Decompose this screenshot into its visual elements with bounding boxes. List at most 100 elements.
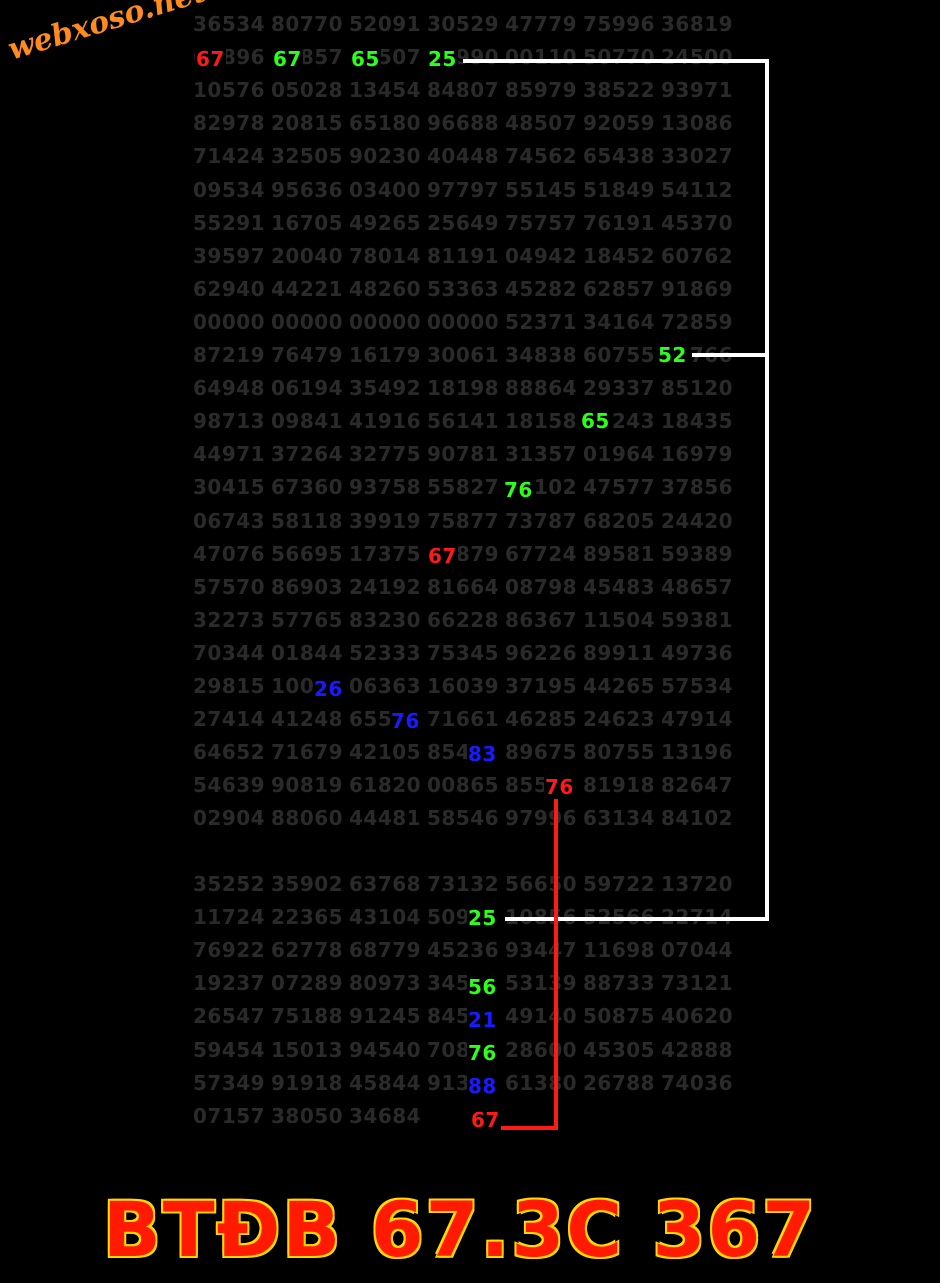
grid-cell: 25649: [427, 210, 500, 235]
grid-cell: 19237: [193, 971, 266, 996]
grid-cell: 00000: [193, 309, 266, 334]
grid-cell: 81918: [583, 773, 656, 798]
grid-row: 32273 57765 83230 66228 86367 11504 59381: [193, 608, 738, 638]
grid-cell: 00000: [271, 309, 344, 334]
grid-cell: 16979: [661, 442, 734, 467]
grid-cell: 42888: [661, 1037, 734, 1062]
grid-cell: 82978: [193, 111, 266, 136]
grid-cell: 39919: [349, 508, 422, 533]
grid-cell: 45483: [583, 574, 656, 599]
grid-cell: 24192: [349, 574, 422, 599]
grid-cell: 18158: [505, 409, 578, 434]
grid-cell: 47076: [193, 541, 266, 566]
grid-cell: 60762: [661, 243, 734, 268]
grid-cell: 40620: [661, 1004, 734, 1029]
grid-cell: 39597: [193, 243, 266, 268]
grid-cell: 90781: [427, 442, 500, 467]
grid-cell: 80770: [271, 12, 344, 36]
grid-cell: 03400: [349, 177, 422, 202]
grid-cell: 13454: [349, 78, 422, 103]
white-bracket-line: [463, 59, 769, 921]
grid-row: 54639 90819 61820 00865 85576 81918 82647: [193, 773, 738, 803]
grid-cell: 59722: [583, 872, 656, 896]
grid-cell: 73132: [427, 872, 500, 896]
grid-cell: 78014: [349, 243, 422, 268]
grid-cell: 45282: [505, 276, 578, 301]
grid-cell: 06363: [349, 674, 422, 698]
grid-cell: 64652: [193, 740, 266, 765]
highlight-number: 21: [467, 1008, 498, 1032]
grid-cell: 59381: [661, 607, 734, 632]
grid-cell: 97996: [505, 806, 578, 831]
grid-cell: 91918: [271, 1070, 344, 1095]
grid-cell: 62940: [193, 276, 266, 301]
grid-cell: 16039: [427, 674, 500, 698]
grid-cell: 71679: [271, 740, 344, 765]
grid-cell: 63134: [583, 806, 656, 831]
grid-cell: 93971: [661, 78, 734, 103]
grid-cell: 67360: [271, 475, 344, 500]
grid-cell: 45305: [583, 1037, 656, 1062]
grid-cell: 16705: [271, 210, 344, 235]
grid-cell: 75877: [427, 508, 500, 533]
grid-row: 57570 86903 24192 81664 08798 45483 48657: [193, 575, 738, 605]
grid-row: 44971 37264 32775 90781 31357 01964 16979: [193, 442, 738, 472]
grid-cell: 49140: [505, 1004, 578, 1029]
grid-cell: 55827: [427, 475, 500, 500]
grid-row: 36534 80770 52091 30529 47779 75996 36819: [193, 12, 738, 42]
grid-cell: 73787: [505, 508, 578, 533]
grid-cell: 30061: [427, 343, 500, 367]
grid-row: 10576 05028 13454 84807 85979 38522 93971: [193, 78, 738, 108]
highlight-number: 56: [467, 975, 498, 999]
grid-cell: 18452: [583, 243, 656, 268]
grid-cell: 30415: [193, 475, 266, 500]
grid-cell: 68205: [583, 508, 656, 533]
grid-row: 59454 15013 94540 70876 28600 45305 42888: [193, 1038, 738, 1068]
grid-cell: 24623: [583, 707, 656, 732]
grid-cell: 26788: [583, 1070, 656, 1095]
highlight-number: 67: [427, 544, 458, 568]
grid-cell: 62857: [583, 276, 656, 301]
grid-cell: 81664: [427, 574, 500, 599]
grid-row: 27414 41248 65576 71661 46285 24623 47914: [193, 707, 738, 737]
grid-cell: 92059: [583, 111, 656, 136]
grid-cell: 56695: [271, 541, 344, 566]
grid-cell: 41916: [349, 409, 422, 434]
grid-cell: 41248: [271, 707, 344, 732]
grid-cell: 90819: [271, 773, 344, 798]
grid-cell: 35902: [271, 872, 344, 896]
grid-cell: 75188: [271, 1004, 344, 1029]
grid-cell: 91869: [661, 276, 734, 301]
highlight-number: 25: [467, 906, 498, 930]
grid-cell: 84102: [661, 806, 734, 831]
grid-cell: 76479: [271, 343, 344, 367]
grid-cell: 28600: [505, 1037, 578, 1062]
grid-cell: 59454: [193, 1037, 266, 1062]
highlight-number: 25: [427, 47, 458, 71]
grid-cell: 86367: [505, 607, 578, 632]
grid-cell: 33027: [661, 144, 734, 169]
grid-cell: 75757: [505, 210, 578, 235]
grid-cell: 18435: [661, 409, 734, 434]
red-connector-line: [497, 798, 558, 1130]
grid-cell: 04942: [505, 243, 578, 268]
grid-cell: 37856: [661, 475, 734, 500]
grid-cell: 32273: [193, 607, 266, 632]
grid-cell: 26547: [193, 1004, 266, 1029]
grid-cell: 07289: [271, 971, 344, 996]
grid-cell: 50875: [583, 1004, 656, 1029]
grid-cell: 68779: [349, 938, 422, 963]
grid-cell: 86903: [271, 574, 344, 599]
grid-cell: 20040: [271, 243, 344, 268]
grid-cell: 34838: [505, 343, 578, 367]
grid-cell: 62778: [271, 938, 344, 963]
grid-cell: 30529: [427, 12, 500, 36]
grid-cell: 48507: [505, 111, 578, 136]
grid-cell: 80755: [583, 740, 656, 765]
grid-cell: 63768: [349, 872, 422, 896]
grid-cell: 44265: [583, 674, 656, 698]
grid-cell: 84807: [427, 78, 500, 103]
grid-cell: 83230: [349, 607, 422, 632]
grid-cell: 85979: [505, 78, 578, 103]
grid-cell: 00110: [505, 45, 578, 70]
